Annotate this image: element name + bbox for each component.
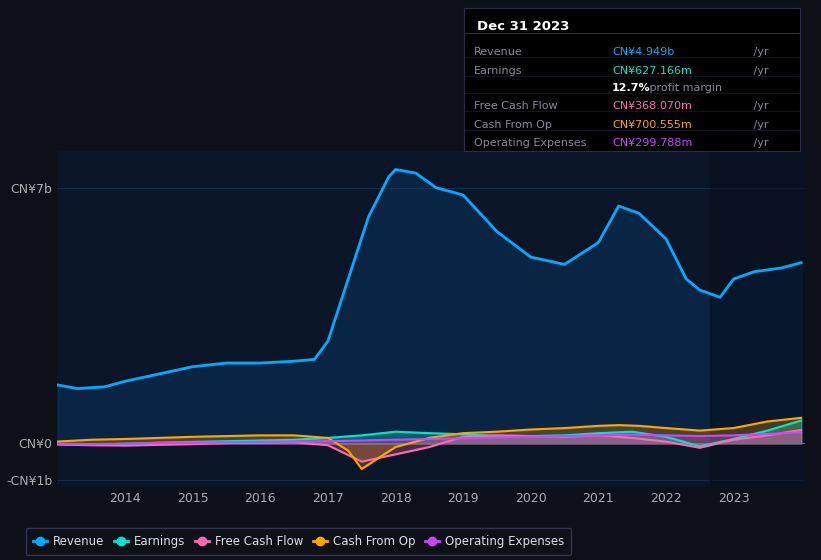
Text: /yr: /yr	[750, 66, 768, 76]
Text: Free Cash Flow: Free Cash Flow	[474, 101, 557, 111]
Text: CN¥4.949b: CN¥4.949b	[612, 47, 674, 57]
Text: Revenue: Revenue	[474, 47, 523, 57]
Legend: Revenue, Earnings, Free Cash Flow, Cash From Op, Operating Expenses: Revenue, Earnings, Free Cash Flow, Cash …	[26, 528, 571, 555]
Text: /yr: /yr	[750, 120, 768, 130]
Text: /yr: /yr	[750, 47, 768, 57]
Text: Dec 31 2023: Dec 31 2023	[477, 20, 570, 33]
Text: Cash From Op: Cash From Op	[474, 120, 552, 130]
Text: Operating Expenses: Operating Expenses	[474, 138, 586, 148]
Text: Earnings: Earnings	[474, 66, 522, 76]
Text: /yr: /yr	[750, 138, 768, 148]
Text: 12.7%: 12.7%	[612, 83, 650, 92]
Text: profit margin: profit margin	[645, 83, 722, 92]
Bar	[710, 151, 805, 487]
Text: CN¥368.070m: CN¥368.070m	[612, 101, 692, 111]
Text: CN¥700.555m: CN¥700.555m	[612, 120, 692, 130]
Text: CN¥627.166m: CN¥627.166m	[612, 66, 692, 76]
Text: /yr: /yr	[750, 101, 768, 111]
Text: CN¥299.788m: CN¥299.788m	[612, 138, 692, 148]
